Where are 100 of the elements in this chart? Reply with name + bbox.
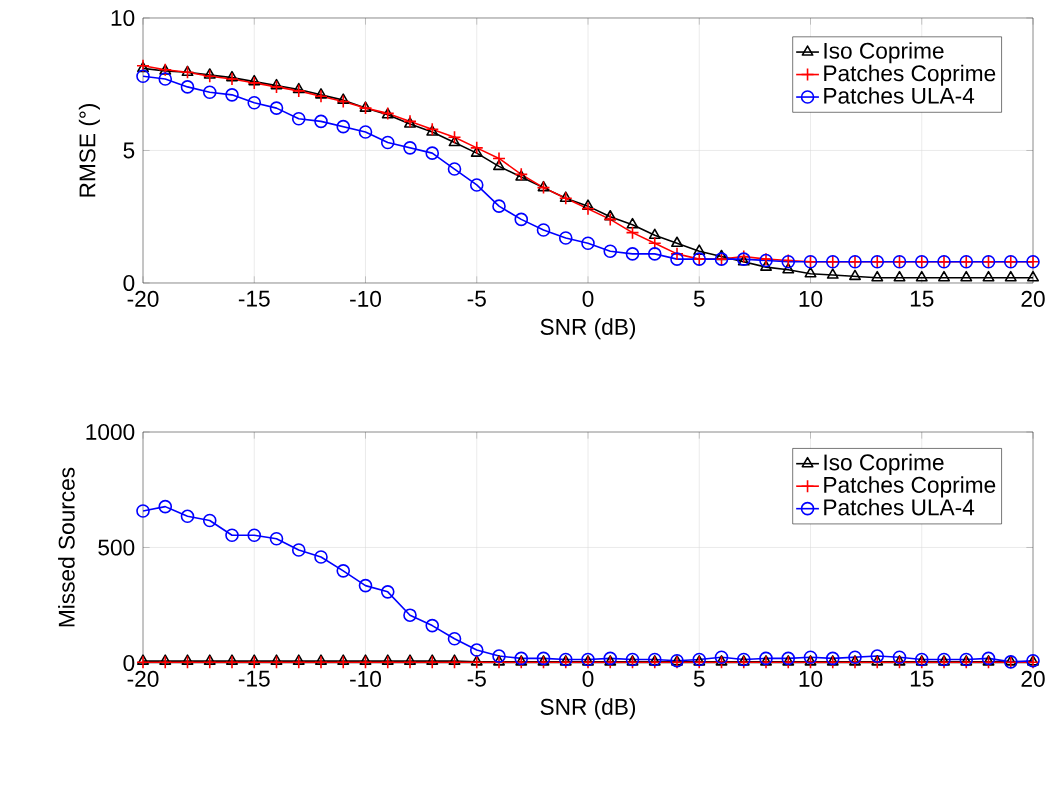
point xyxy=(291,111,306,126)
y-axis-title: Missed Sources xyxy=(58,467,75,627)
point xyxy=(136,69,150,84)
point xyxy=(203,68,216,79)
point xyxy=(226,654,238,665)
x-tick-label: 15 xyxy=(910,290,934,307)
point xyxy=(136,655,150,670)
point xyxy=(180,655,195,670)
point xyxy=(760,260,772,271)
x-tick-label: -10 xyxy=(350,290,381,307)
point xyxy=(826,655,839,666)
point xyxy=(202,513,217,528)
point xyxy=(469,643,484,657)
point xyxy=(315,88,327,99)
point xyxy=(470,146,483,157)
point xyxy=(158,499,173,514)
point xyxy=(336,564,351,578)
point xyxy=(425,655,440,670)
x-tick-label: 20 xyxy=(1021,670,1045,687)
point xyxy=(447,162,462,176)
point xyxy=(470,655,483,666)
point xyxy=(248,654,261,665)
point xyxy=(358,655,373,670)
point xyxy=(825,651,840,666)
x-tick-label: -20 xyxy=(127,290,159,307)
legend-label: Iso Coprime xyxy=(824,453,944,475)
point xyxy=(469,178,484,192)
x-axis-title: SNR (dB) xyxy=(540,318,636,340)
y-axis-title: RMSE (°) xyxy=(78,103,100,197)
point xyxy=(447,631,462,646)
point xyxy=(314,114,328,129)
point xyxy=(269,101,284,115)
point xyxy=(647,247,662,261)
point xyxy=(270,654,283,665)
x-tick-label: 0 xyxy=(582,670,594,687)
point xyxy=(315,654,327,665)
point xyxy=(893,655,906,666)
point xyxy=(225,72,239,86)
point xyxy=(781,651,796,666)
point xyxy=(582,199,594,210)
x-tick-label: -5 xyxy=(467,670,486,687)
point xyxy=(469,655,484,670)
point xyxy=(625,225,640,240)
legend-label: Iso Coprime xyxy=(824,42,944,64)
point xyxy=(603,244,618,258)
point xyxy=(849,269,861,281)
point xyxy=(492,649,506,663)
point xyxy=(603,651,618,666)
point xyxy=(404,654,416,665)
point xyxy=(448,135,461,147)
point xyxy=(536,651,551,666)
point xyxy=(492,151,506,166)
point xyxy=(803,650,818,665)
point xyxy=(892,655,907,670)
point xyxy=(625,247,640,261)
point xyxy=(180,80,195,94)
point xyxy=(269,531,284,546)
point xyxy=(981,651,996,666)
point xyxy=(403,141,417,155)
point xyxy=(537,655,550,666)
y-tick-label: 0 xyxy=(123,654,135,672)
point xyxy=(870,649,885,663)
point xyxy=(202,655,217,670)
point xyxy=(314,550,328,564)
point xyxy=(693,244,706,255)
x-tick-label: -10 xyxy=(350,670,381,687)
point xyxy=(158,655,173,670)
point xyxy=(158,72,173,86)
point xyxy=(403,655,417,670)
point xyxy=(626,217,639,229)
y-tick-label: 1000 xyxy=(86,423,135,441)
point xyxy=(291,84,306,98)
point xyxy=(803,655,818,670)
point xyxy=(493,159,505,171)
point xyxy=(1027,270,1039,282)
point xyxy=(358,125,373,139)
point xyxy=(715,655,728,666)
point xyxy=(648,228,661,240)
point xyxy=(604,655,617,666)
point xyxy=(514,651,529,666)
point xyxy=(870,655,885,670)
x-tick-label: 5 xyxy=(693,670,705,687)
point xyxy=(225,655,239,670)
point xyxy=(760,655,772,666)
point xyxy=(181,654,194,665)
point xyxy=(359,654,372,665)
point xyxy=(226,70,238,82)
point xyxy=(381,654,394,665)
point xyxy=(759,651,773,666)
point xyxy=(604,209,617,221)
point xyxy=(247,96,262,110)
point xyxy=(336,94,351,109)
x-tick-label: -15 xyxy=(238,290,270,307)
point xyxy=(960,270,973,282)
point xyxy=(982,655,995,666)
point xyxy=(380,655,395,670)
point xyxy=(336,655,351,670)
point xyxy=(849,655,861,666)
point xyxy=(159,654,172,665)
point xyxy=(558,231,573,245)
